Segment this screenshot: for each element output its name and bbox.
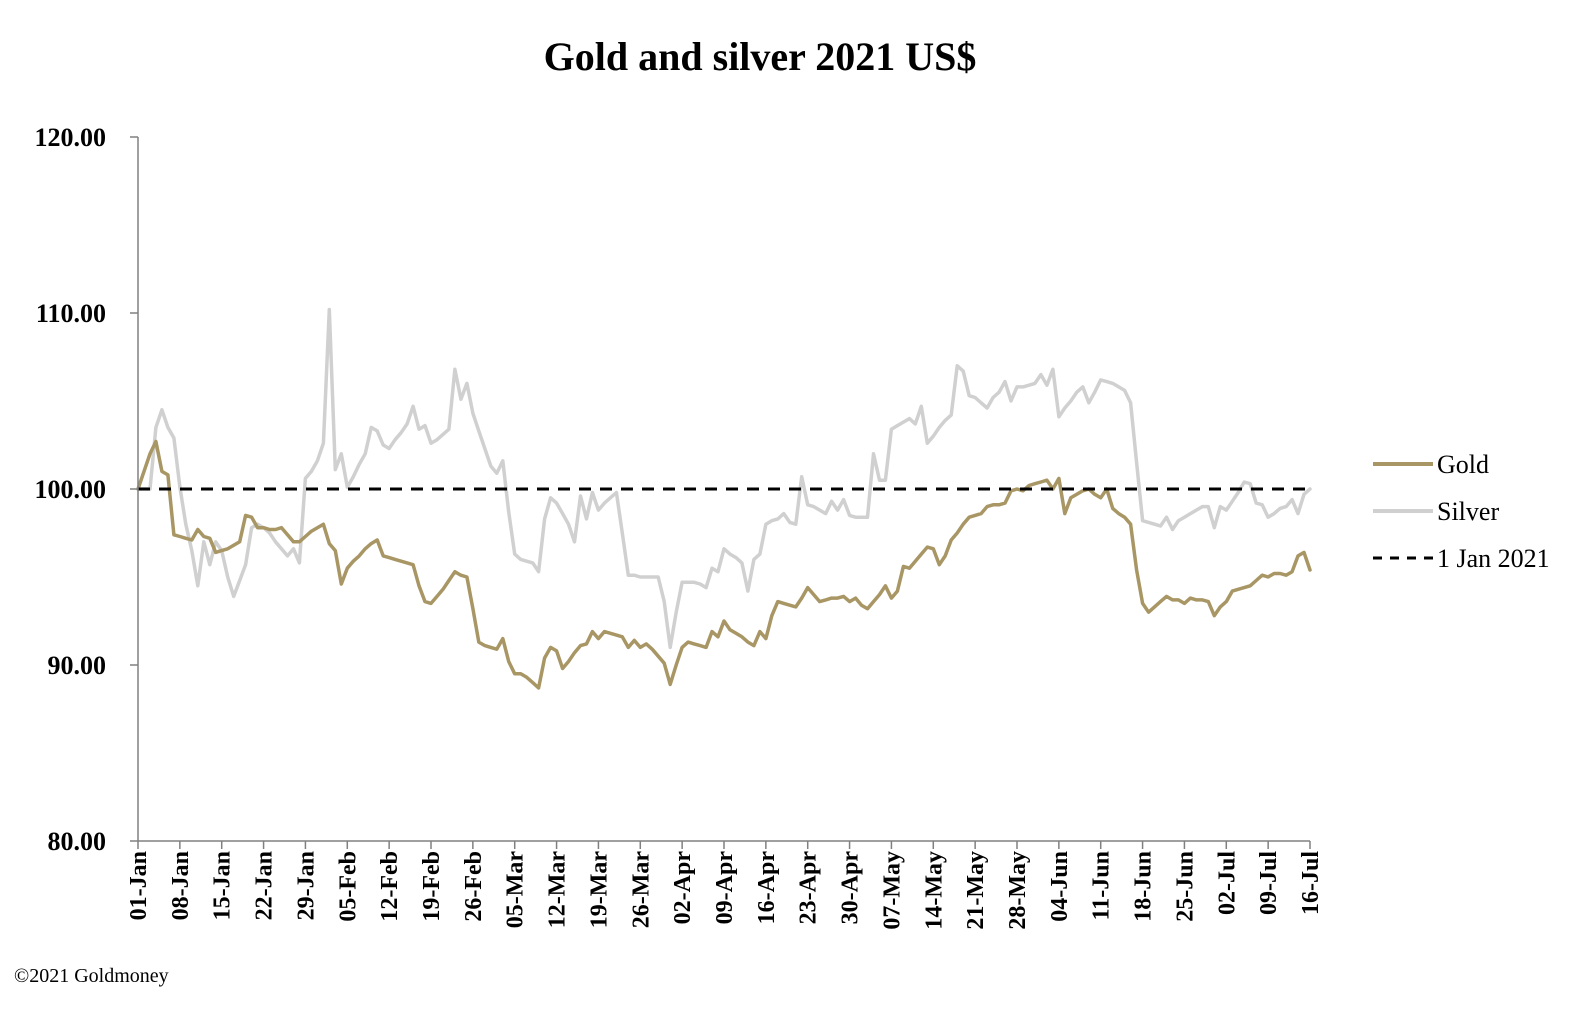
x-tick-label: 16-Jul bbox=[1298, 851, 1324, 915]
x-tick-label: 29-Jan bbox=[293, 851, 319, 920]
x-tick-label: 21-May bbox=[963, 851, 989, 930]
series-line-silver bbox=[136, 307, 1312, 650]
legend: Gold Silver 1 Jan 2021 bbox=[1373, 450, 1550, 573]
x-tick-label: 18-Jun bbox=[1131, 851, 1157, 922]
x-tick-label: 15-Jan bbox=[210, 851, 236, 920]
copyright-credit: ©2021 Goldmoney bbox=[14, 965, 169, 987]
y-tick-label: 100.00 bbox=[35, 475, 107, 504]
x-tick-label: 26-Mar bbox=[628, 851, 654, 929]
y-tick-label: 120.00 bbox=[35, 123, 107, 152]
x-tick-label: 19-Mar bbox=[586, 851, 612, 929]
chart-title: Gold and silver 2021 US$ bbox=[544, 34, 977, 79]
series-line-gold bbox=[136, 439, 1312, 690]
x-tick-label: 25-Jun bbox=[1172, 851, 1198, 922]
x-tick-label: 19-Feb bbox=[419, 851, 445, 922]
legend-label: Silver bbox=[1437, 497, 1499, 526]
x-tick-label: 02-Apr bbox=[670, 851, 696, 925]
x-axis: 01-Jan 08-Jan 15-Jan 22-Jan 29-Jan 05-Feb 12-F… bbox=[126, 840, 1324, 930]
y-axis: 80.00 90.00 100.00 110.00 120.00 bbox=[35, 123, 139, 856]
x-tick-label: 05-Mar bbox=[503, 851, 529, 929]
x-tick-label: 09-Apr bbox=[712, 851, 738, 925]
x-tick-label: 16-Apr bbox=[754, 851, 780, 925]
x-tick-label: 22-Jan bbox=[252, 851, 278, 920]
y-tick-label: 110.00 bbox=[36, 299, 106, 328]
y-tick-label: 90.00 bbox=[48, 651, 107, 680]
x-tick-label: 14-May bbox=[921, 851, 947, 930]
x-tick-label: 07-May bbox=[879, 851, 905, 930]
legend-label: 1 Jan 2021 bbox=[1437, 544, 1550, 573]
x-tick-label: 30-Apr bbox=[838, 851, 864, 925]
legend-label: Gold bbox=[1437, 450, 1489, 479]
x-tick-label: 09-Jul bbox=[1256, 851, 1282, 915]
x-tick-label: 01-Jan bbox=[126, 851, 152, 920]
x-tick-label: 23-Apr bbox=[796, 851, 822, 925]
x-tick-label: 05-Feb bbox=[335, 851, 361, 922]
x-tick-label: 26-Feb bbox=[461, 851, 487, 922]
plot-area bbox=[136, 307, 1312, 690]
y-tick-label: 80.00 bbox=[48, 827, 107, 856]
x-tick-label: 04-Jun bbox=[1047, 851, 1073, 922]
x-tick-label: 12-Feb bbox=[377, 851, 403, 922]
x-tick-label: 08-Jan bbox=[168, 851, 194, 920]
x-tick-label: 12-Mar bbox=[545, 851, 571, 929]
x-tick-label: 11-Jun bbox=[1089, 851, 1115, 920]
x-tick-label: 02-Jul bbox=[1214, 851, 1240, 915]
x-tick-label: 28-May bbox=[1005, 851, 1031, 930]
